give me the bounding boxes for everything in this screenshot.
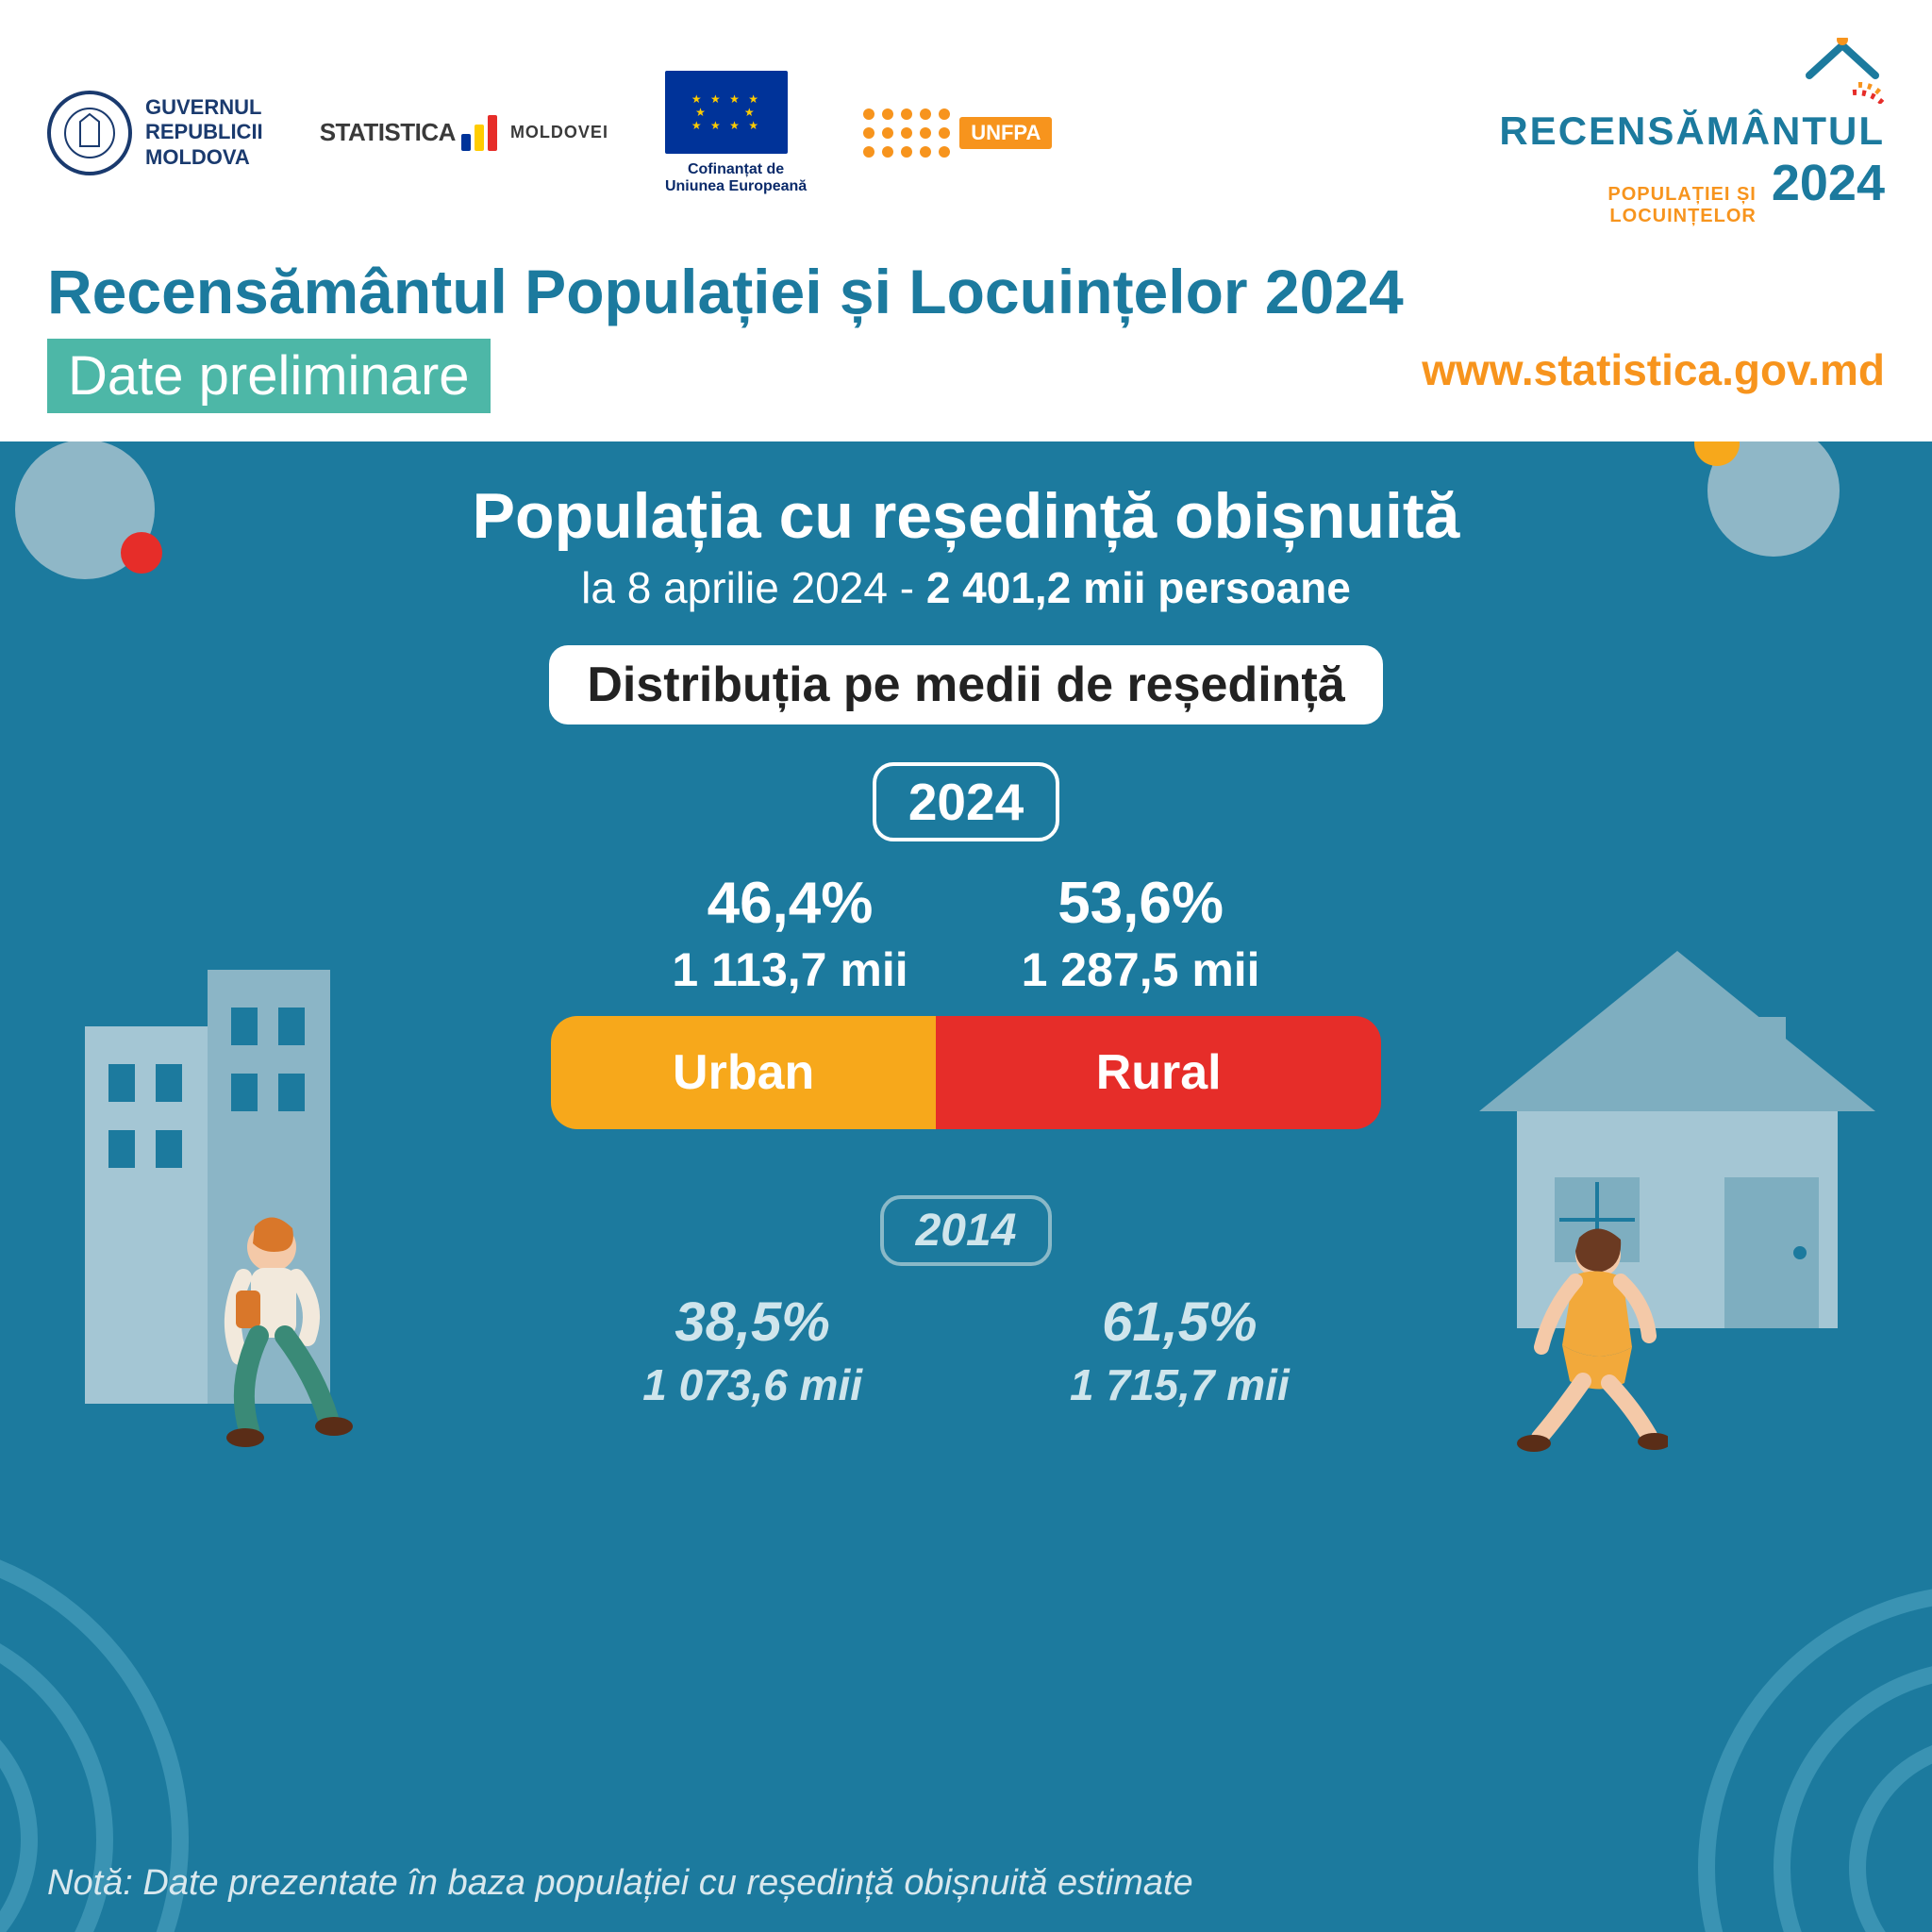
gov-moldova-logo: GUVERNUL REPUBLICII MOLDOVA: [47, 91, 263, 175]
rural-2014-value: 1 715,7 mii: [1070, 1359, 1290, 1410]
statistica-moldovei-logo: STATISTICA MOLDOVEI: [320, 115, 608, 151]
unfpa-dots-icon: [863, 108, 950, 158]
urban-2014-col: 38,5% 1 073,6 mii: [642, 1291, 862, 1410]
preliminary-badge: Date preliminare: [47, 339, 491, 413]
distribution-pill: Distribuția pe medii de reședință: [549, 645, 1382, 724]
census-line2: POPULAȚIEI ȘI: [1607, 184, 1756, 206]
census-line1: RECENSĂMÂNTUL: [1499, 108, 1885, 154]
population-sub-prefix: la 8 aprilie 2024 -: [581, 563, 926, 612]
gov-text: GUVERNUL REPUBLICII MOLDOVA: [145, 95, 263, 170]
website-url[interactable]: www.statistica.gov.md: [1422, 344, 1885, 395]
infographic-root: GUVERNUL REPUBLICII MOLDOVA STATISTICA M…: [0, 0, 1932, 1932]
unfpa-pill: UNFPA: [959, 117, 1052, 149]
urban-2014-value: 1 073,6 mii: [642, 1359, 862, 1410]
census-line3: LOCUINȚELOR: [1607, 206, 1756, 227]
rural-2014-col: 61,5% 1 715,7 mii: [1070, 1291, 1290, 1410]
urban-2024-col: 46,4% 1 113,7 mii: [672, 870, 908, 997]
body-panel: Populația cu reședință obișnuită la 8 ap…: [0, 441, 1932, 1932]
rural-2024-value: 1 287,5 mii: [1022, 942, 1260, 997]
population-subheading: la 8 aprilie 2024 - 2 401,2 mii persoane: [57, 562, 1875, 613]
main-title: Recensământul Populației și Locuințelor …: [47, 256, 1885, 327]
rural-2024-percent: 53,6%: [1022, 870, 1260, 937]
stats-2014-row: 38,5% 1 073,6 mii 61,5% 1 715,7 mii: [57, 1291, 1875, 1410]
statistica-text-1: STATISTICA: [320, 118, 456, 147]
rural-2014-percent: 61,5%: [1070, 1291, 1290, 1354]
census-year: 2024: [1772, 154, 1885, 212]
urban-2024-value: 1 113,7 mii: [672, 942, 908, 997]
urban-2024-percent: 46,4%: [672, 870, 908, 937]
statistica-bars-icon: [461, 115, 497, 151]
footnote: Notă: Date prezentate în baza populației…: [47, 1863, 1193, 1904]
population-heading: Populația cu reședință obișnuită: [57, 479, 1875, 553]
population-sub-value: 2 401,2 mii persoane: [926, 563, 1351, 612]
eu-label: Cofinanțat de Uniunea Europeană: [665, 161, 807, 195]
unfpa-logo: UNFPA: [863, 108, 1052, 158]
bar-label-urban: Urban: [673, 1044, 814, 1101]
urban-2014-percent: 38,5%: [642, 1291, 862, 1354]
census-house-icon: [1800, 38, 1885, 108]
eu-flag-icon: ★ ★ ★ ★★ ★★ ★ ★ ★: [665, 71, 788, 154]
gov-seal-icon: [47, 91, 132, 175]
year-tag-2024: 2024: [873, 762, 1059, 841]
bar-segment-urban: Urban: [551, 1016, 936, 1129]
logo-row: GUVERNUL REPUBLICII MOLDOVA STATISTICA M…: [47, 38, 1885, 227]
bar-segment-rural: Rural: [936, 1016, 1381, 1129]
eu-cofinanced-logo: ★ ★ ★ ★★ ★★ ★ ★ ★ Cofinanțat de Uniunea …: [665, 71, 807, 195]
recensamant-2024-logo: RECENSĂMÂNTUL POPULAȚIEI ȘI LOCUINȚELOR …: [1499, 38, 1885, 227]
bar-label-rural: Rural: [1096, 1044, 1222, 1101]
title-row: Recensământul Populației și Locuințelor …: [47, 256, 1885, 413]
rural-2024-col: 53,6% 1 287,5 mii: [1022, 870, 1260, 997]
year-tag-2014: 2014: [880, 1195, 1053, 1266]
stats-2024-row: 46,4% 1 113,7 mii 53,6% 1 287,5 mii: [57, 870, 1875, 997]
header: GUVERNUL REPUBLICII MOLDOVA STATISTICA M…: [0, 0, 1932, 441]
urban-rural-bar: Urban Rural: [551, 1016, 1381, 1129]
